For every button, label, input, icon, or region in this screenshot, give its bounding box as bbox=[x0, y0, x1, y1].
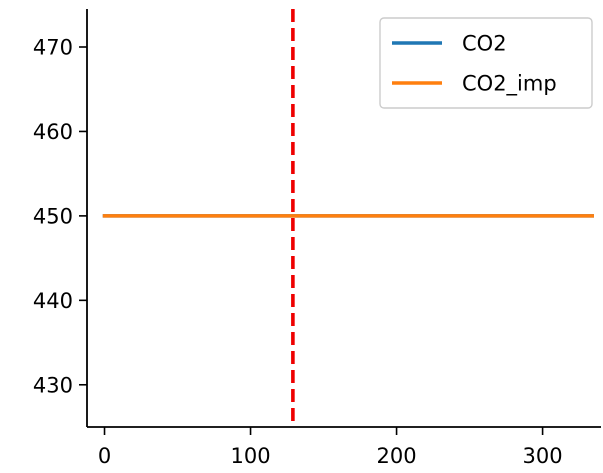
y-tick-label: 450 bbox=[33, 204, 73, 228]
y-tick-label: 440 bbox=[33, 289, 73, 313]
x-tick-label: 200 bbox=[377, 444, 417, 468]
legend-box bbox=[379, 17, 593, 109]
x-tick-label: 100 bbox=[230, 444, 270, 468]
y-tick-label: 430 bbox=[33, 373, 73, 397]
x-tick-label: 0 bbox=[98, 444, 111, 468]
legend-label: CO2_imp bbox=[462, 72, 557, 97]
x-tick-label: 300 bbox=[523, 444, 563, 468]
y-tick-label: 460 bbox=[33, 120, 73, 144]
legend-label: CO2 bbox=[462, 32, 507, 56]
y-tick-label: 470 bbox=[33, 36, 73, 60]
legend: CO2 CO2_imp bbox=[379, 17, 593, 109]
axes-frame bbox=[86, 9, 601, 428]
ticks-layer: 0 100 200 300 430 440 450 460 470 bbox=[33, 36, 563, 469]
